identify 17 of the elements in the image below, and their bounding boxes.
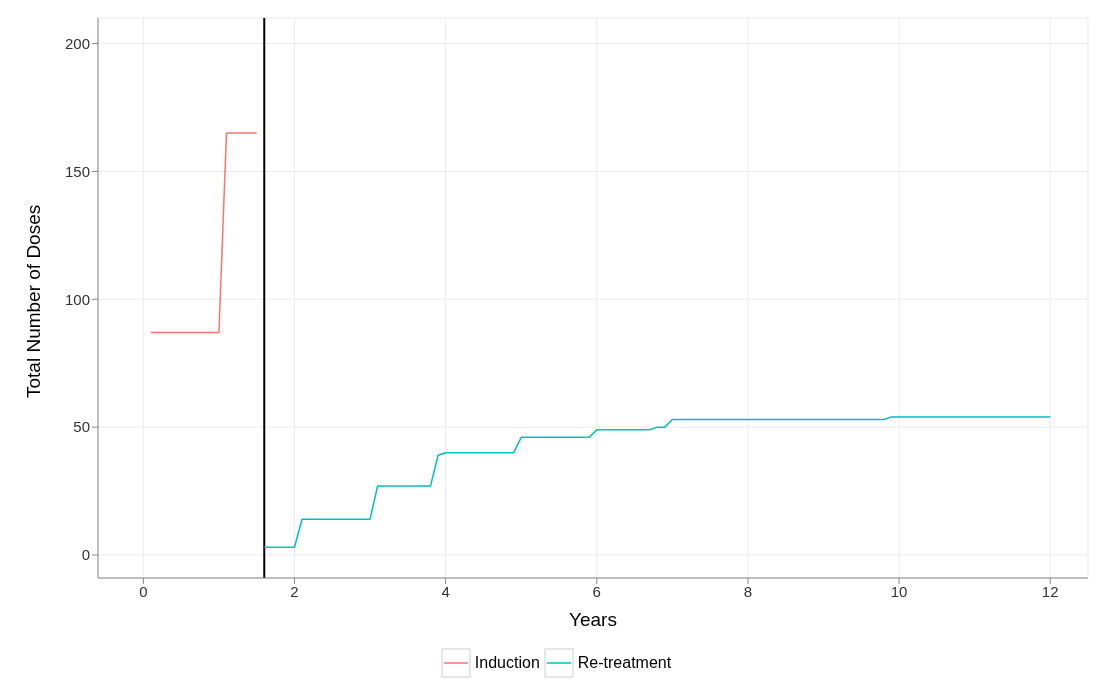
x-tick-label: 0 bbox=[139, 582, 148, 600]
x-tick-label: 8 bbox=[743, 582, 753, 600]
legend-label: Induction bbox=[474, 654, 540, 672]
y-tick-label: 150 bbox=[64, 162, 90, 180]
y-tick-label: 200 bbox=[64, 34, 90, 52]
legend-label: Re-treatment bbox=[577, 654, 672, 672]
y-tick-label: 100 bbox=[64, 290, 90, 308]
y-tick-label: 0 bbox=[81, 546, 90, 564]
x-tick-label: 12 bbox=[1041, 582, 1059, 600]
y-axis-title: Total Number of Doses bbox=[22, 204, 44, 398]
x-tick-label: 10 bbox=[890, 582, 908, 600]
x-tick-label: 6 bbox=[592, 582, 601, 600]
x-axis-title: Years bbox=[569, 609, 617, 630]
y-tick-label: 50 bbox=[73, 418, 90, 436]
x-tick-label: 4 bbox=[441, 582, 450, 600]
line-series bbox=[263, 416, 1051, 549]
x-tick-label: 2 bbox=[290, 582, 299, 600]
